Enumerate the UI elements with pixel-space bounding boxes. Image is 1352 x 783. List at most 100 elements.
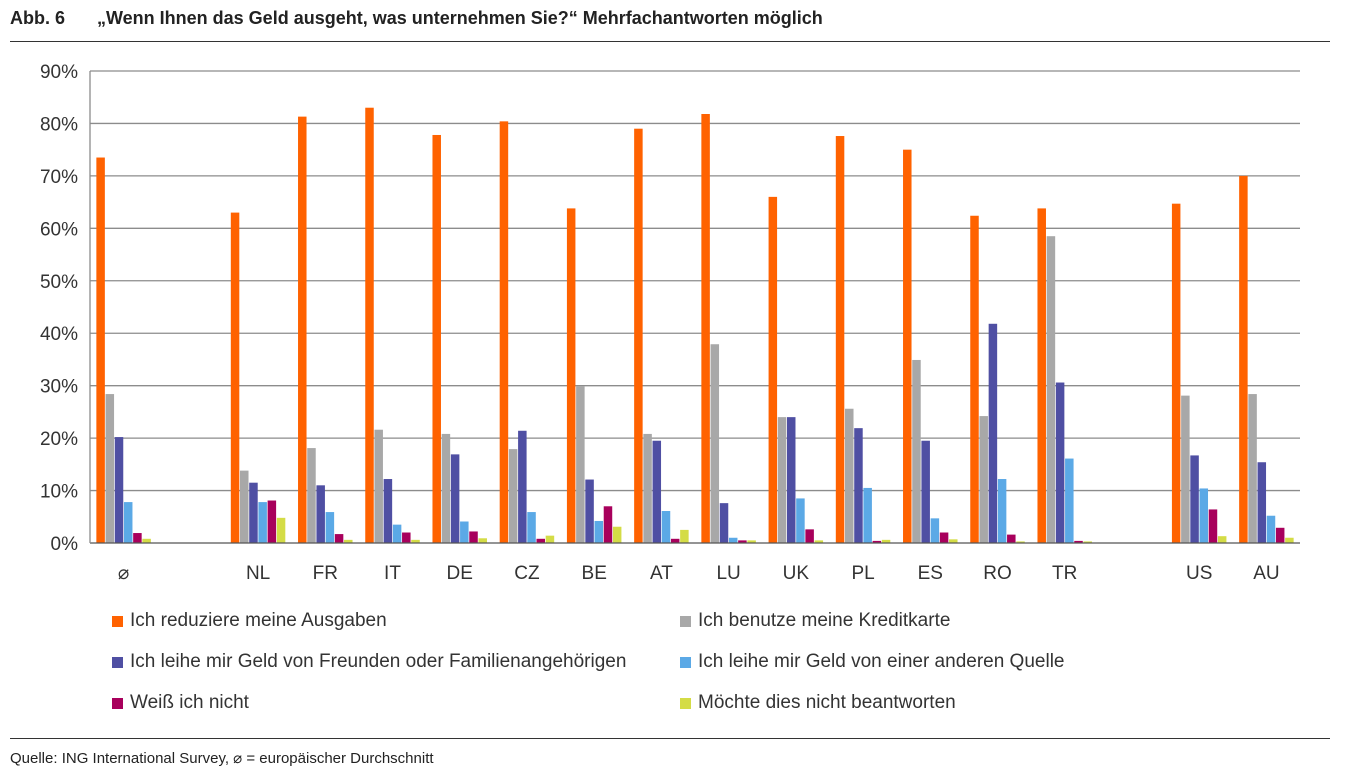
bar (230, 212, 240, 543)
bar (903, 149, 912, 544)
x-category-label: PL (851, 563, 874, 584)
bar (316, 485, 325, 543)
bar (738, 540, 747, 543)
y-tick-label: 60% (40, 219, 78, 240)
bar (970, 215, 979, 543)
bar (603, 506, 613, 543)
bar (1046, 236, 1056, 543)
bar (634, 128, 643, 543)
bar (365, 107, 374, 544)
y-tick-label: 30% (40, 377, 78, 398)
bar (670, 538, 680, 543)
bar (478, 538, 487, 543)
bar (1181, 395, 1190, 543)
legend-item: Möchte dies nicht beantworten (680, 690, 956, 716)
legend-label: Ich leihe mir Geld von einer anderen Que… (698, 651, 1065, 672)
bar (747, 540, 756, 543)
bar (854, 428, 863, 543)
bar (930, 518, 940, 543)
bar (710, 344, 720, 543)
bar (1257, 462, 1267, 543)
bar (1055, 382, 1065, 543)
bar (881, 539, 891, 543)
bar (1083, 541, 1092, 543)
top-divider (10, 41, 1330, 42)
y-tick-label: 40% (40, 324, 78, 345)
legend-label: Ich leihe mir Geld von Freunden oder Fam… (130, 651, 627, 672)
bar (258, 502, 267, 543)
bar (142, 538, 151, 543)
bar (1190, 455, 1199, 543)
bar (594, 520, 604, 543)
bar (1007, 534, 1016, 543)
bar (249, 482, 258, 543)
bar (499, 121, 509, 543)
bar (240, 470, 249, 543)
bar (469, 531, 478, 543)
x-axis-category-labels: ⌀ NL FR IT DE CZ BE AT LU UK PL ES RO TR US AU (118, 563, 1280, 584)
bar (585, 479, 594, 543)
bar (276, 517, 286, 543)
bar (441, 433, 451, 543)
y-tick-label: 50% (40, 272, 78, 293)
bar (1074, 540, 1083, 543)
bar (835, 136, 845, 543)
bar (643, 433, 652, 543)
x-axis (89, 71, 1300, 544)
bar (1239, 175, 1248, 543)
x-category-label: CZ (514, 563, 540, 584)
bar (1275, 527, 1285, 543)
chart-legend: Ich reduziere meine Ausgaben Ich benutze … (112, 608, 1212, 720)
chart-title: „Wenn Ihnen das Geld ausgeht, was untern… (97, 8, 823, 28)
bar (652, 440, 662, 543)
source-note: Quelle: ING International Survey, ⌀ = eu… (10, 750, 434, 767)
bar (307, 448, 316, 543)
legend-label: Ich benutze meine Kreditkarte (698, 610, 951, 631)
legend-item: Ich leihe mir Geld von Freunden oder Fam… (112, 649, 626, 675)
figure-number: Abb. 6 (10, 8, 66, 28)
bar (123, 502, 133, 543)
x-category-label: FR (313, 563, 338, 584)
y-tick-label: 10% (40, 482, 78, 503)
bar (814, 540, 824, 543)
bar (1037, 208, 1046, 543)
bar (863, 487, 872, 543)
y-tick-label: 90% (40, 62, 78, 83)
bar (508, 449, 518, 543)
bar (527, 512, 536, 543)
bar (432, 134, 441, 544)
bar (768, 196, 778, 543)
y-tick-label: 0% (51, 534, 79, 555)
bar (1285, 537, 1294, 543)
bar (450, 454, 460, 543)
bar (1171, 203, 1181, 543)
bar (298, 116, 307, 543)
bar (997, 479, 1007, 543)
legend-swatch (680, 656, 691, 668)
legend-swatch (680, 697, 691, 709)
bottom-divider (10, 738, 1330, 739)
bar (1199, 488, 1209, 543)
bar (939, 532, 949, 543)
bar (576, 386, 585, 543)
legend-item: Ich reduziere meine Ausgaben (112, 608, 387, 634)
bar (988, 323, 998, 543)
bar (392, 524, 402, 543)
bar (460, 521, 469, 543)
x-category-label: DE (446, 563, 472, 584)
x-category-label: UK (783, 563, 810, 584)
bar (680, 529, 689, 543)
bar-series (96, 107, 1294, 544)
bar (719, 503, 729, 543)
x-category-label: US (1186, 563, 1212, 584)
bar (133, 533, 142, 543)
bar (114, 437, 124, 543)
bar (334, 534, 344, 543)
x-category-label: BE (582, 563, 607, 584)
bar (949, 539, 958, 543)
legend-item: Weiß ich nicht (112, 690, 249, 716)
bar (728, 537, 738, 543)
legend-swatch (112, 697, 123, 709)
bar (701, 114, 710, 543)
bar (566, 208, 576, 543)
